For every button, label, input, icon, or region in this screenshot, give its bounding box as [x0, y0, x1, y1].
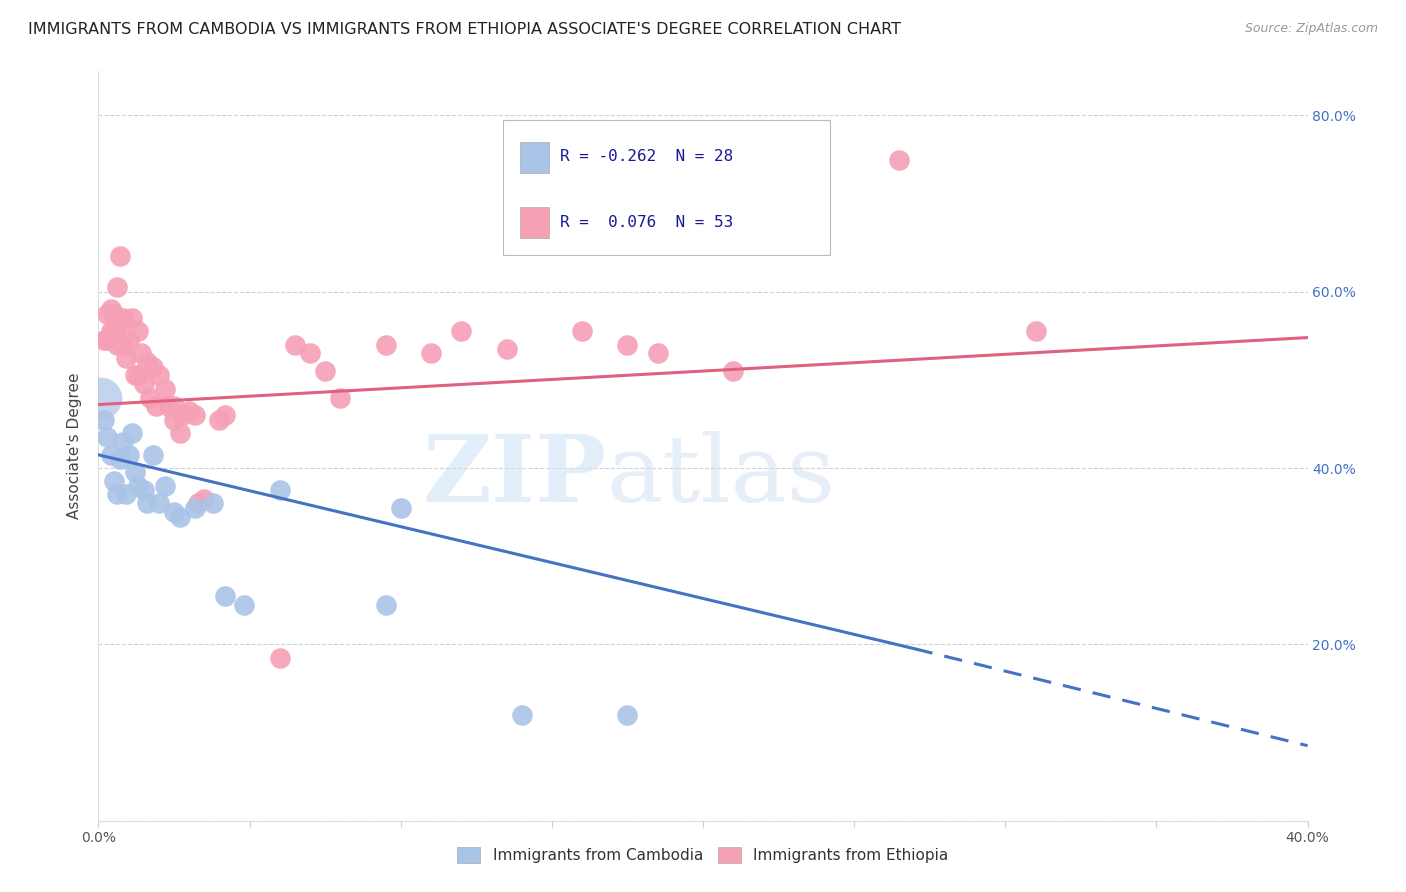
Point [132, 483, 155, 497]
Point [184, 408, 207, 422]
Point [108, 250, 131, 264]
Point [153, 382, 176, 396]
Text: atlas: atlas [606, 431, 835, 521]
FancyBboxPatch shape [520, 207, 550, 238]
Point [132, 377, 155, 392]
Point [232, 598, 254, 612]
Point [96, 333, 118, 347]
Point [1024, 325, 1046, 339]
Point [284, 337, 307, 351]
Point [103, 307, 125, 321]
Point [127, 368, 149, 383]
Point [127, 478, 149, 492]
Point [389, 500, 412, 515]
Point [105, 337, 128, 351]
Point [108, 316, 131, 330]
Point [202, 496, 225, 510]
Point [124, 368, 146, 383]
Point [142, 448, 165, 462]
Point [114, 487, 136, 501]
Point [193, 491, 215, 506]
Point [142, 359, 165, 374]
Point [889, 153, 911, 167]
Point [145, 400, 167, 414]
Text: ZIP: ZIP [422, 431, 606, 521]
Point [420, 346, 443, 360]
Point [374, 337, 396, 351]
Y-axis label: Associate's Degree: Associate's Degree [67, 373, 83, 519]
Text: Source: ZipAtlas.com: Source: ZipAtlas.com [1244, 22, 1378, 36]
Point [108, 452, 131, 467]
FancyBboxPatch shape [520, 142, 550, 173]
Legend: Immigrants from Cambodia, Immigrants from Ethiopia: Immigrants from Cambodia, Immigrants fro… [451, 841, 955, 869]
Text: IMMIGRANTS FROM CAMBODIA VS IMMIGRANTS FROM ETHIOPIA ASSOCIATE'S DEGREE CORRELAT: IMMIGRANTS FROM CAMBODIA VS IMMIGRANTS F… [28, 22, 901, 37]
Point [124, 466, 146, 480]
Point [571, 325, 593, 339]
Point [314, 364, 336, 378]
Point [121, 311, 143, 326]
Point [299, 346, 322, 360]
Point [127, 325, 149, 339]
Point [495, 342, 517, 356]
Point [103, 325, 125, 339]
Point [96, 430, 118, 444]
Point [156, 400, 179, 414]
Point [163, 412, 186, 426]
Point [111, 434, 134, 449]
FancyBboxPatch shape [503, 120, 830, 255]
Point [179, 403, 201, 417]
Point [450, 325, 472, 339]
Point [153, 478, 176, 492]
Point [111, 311, 134, 326]
Point [187, 496, 209, 510]
Point [100, 302, 122, 317]
Point [208, 412, 231, 426]
Point [148, 368, 170, 383]
Point [329, 391, 352, 405]
Point [510, 707, 533, 722]
Point [135, 355, 157, 369]
Point [184, 500, 207, 515]
Point [616, 707, 638, 722]
Point [129, 346, 152, 360]
Point [105, 280, 128, 294]
Point [214, 589, 236, 603]
Point [723, 364, 745, 378]
Point [269, 650, 291, 665]
Point [163, 400, 186, 414]
Text: R =  0.076  N = 53: R = 0.076 N = 53 [561, 215, 734, 230]
Point [118, 448, 141, 462]
Point [118, 333, 141, 347]
Point [135, 496, 157, 510]
Point [96, 307, 118, 321]
Point [100, 448, 122, 462]
Point [93, 333, 115, 347]
Point [169, 425, 191, 440]
Point [105, 487, 128, 501]
Point [93, 412, 115, 426]
Point [100, 325, 122, 339]
Point [269, 483, 291, 497]
Point [111, 337, 134, 351]
Point [139, 391, 162, 405]
Point [114, 351, 136, 365]
Point [616, 337, 638, 351]
Point [374, 598, 396, 612]
Point [121, 425, 143, 440]
Point [90, 391, 112, 405]
Point [214, 408, 236, 422]
Point [103, 475, 125, 489]
Point [172, 408, 194, 422]
Point [647, 346, 669, 360]
Point [163, 505, 186, 519]
Point [169, 509, 191, 524]
Text: R = -0.262  N = 28: R = -0.262 N = 28 [561, 149, 734, 164]
Point [148, 496, 170, 510]
